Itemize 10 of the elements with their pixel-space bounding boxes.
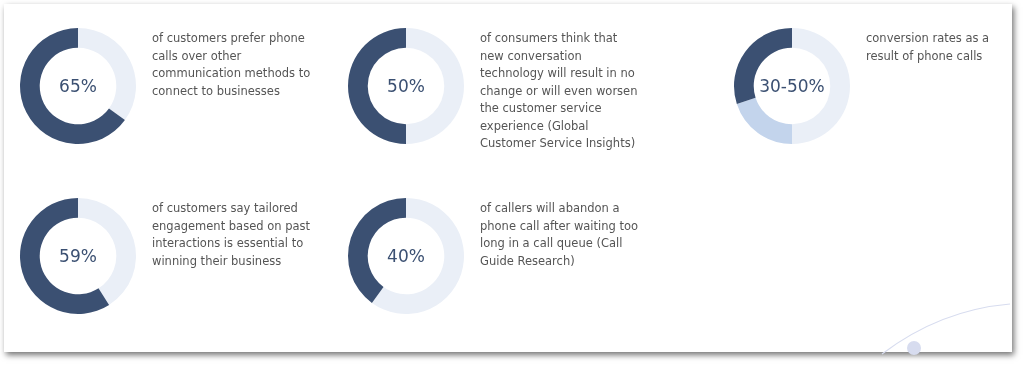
text: 65% [58, 75, 98, 98]
text: 50% [386, 75, 426, 98]
text: 40% [386, 245, 426, 268]
text: 30-50% [758, 75, 826, 98]
text: 59% [58, 245, 98, 268]
text: of customers say tailored engagement based on past interactions is essential to winning their business [152, 200, 311, 270]
text: of consumers think that new conversation technology will result in no change or will even worsen the customer service experience (Global Customer Service Insights) [480, 30, 639, 152]
text: of customers prefer phone calls over other communication methods to connect to businesses [152, 30, 312, 100]
text: of callers will abandon a phone call after waiting too long in a call queue (Call Guide Research) [480, 200, 640, 270]
text: conversion rates as a result of phone calls [866, 30, 991, 65]
